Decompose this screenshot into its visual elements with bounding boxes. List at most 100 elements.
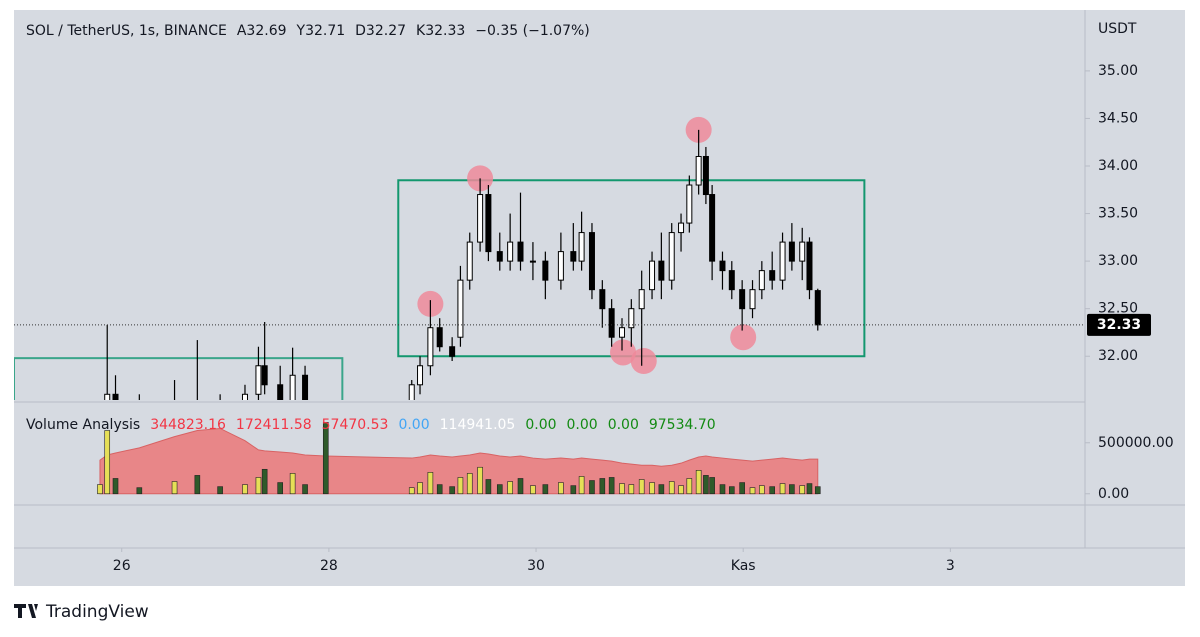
volume-bar	[408, 487, 415, 495]
y-tick-label: 34.50	[1098, 110, 1138, 126]
volume-bar	[194, 475, 201, 495]
header-item: K32.33	[416, 23, 465, 39]
candle-body	[417, 365, 424, 386]
candle-body	[739, 289, 746, 310]
candle-body	[542, 260, 549, 281]
volume-bar	[739, 482, 745, 495]
brand-name: TradingView	[45, 602, 149, 622]
volume-bar	[517, 478, 524, 495]
volume-bar	[789, 484, 795, 495]
candle-body	[649, 260, 656, 291]
volume-legend-value: 0.00	[567, 417, 598, 433]
candle-body	[529, 260, 536, 263]
volume-bar	[678, 485, 684, 495]
volume-legend-value: 0.00	[608, 417, 639, 433]
highlight-marker	[730, 324, 757, 351]
volume-bar	[695, 470, 702, 495]
candle-body	[578, 232, 585, 262]
candle-body	[457, 279, 464, 338]
volume-bar	[558, 482, 564, 495]
header-item: −0.35 (−1.07%)	[475, 23, 589, 39]
volume-bar	[255, 477, 262, 495]
candle-body	[728, 270, 735, 291]
volume-band	[99, 427, 819, 495]
brand: TradingView	[14, 602, 149, 622]
volume-bar	[589, 480, 595, 495]
volume-bar	[649, 482, 655, 495]
candle-body	[658, 260, 665, 281]
candle-body	[638, 289, 645, 310]
currency: USDT	[1098, 21, 1137, 37]
candle-body	[779, 241, 786, 281]
volume-bar	[427, 472, 434, 495]
candle-body	[799, 241, 806, 262]
candle-body	[668, 232, 675, 281]
volume-bar	[322, 422, 329, 495]
volume-bar	[457, 477, 464, 495]
brand-logo	[14, 604, 38, 618]
y-tick-label: 32.50	[1098, 301, 1138, 317]
candle-body	[277, 384, 284, 400]
y-tick-label: 33.50	[1098, 206, 1138, 222]
price-pane	[14, 116, 866, 400]
candle-body	[466, 241, 473, 281]
volume-bar	[668, 481, 675, 495]
volume-legend-value: 0.00	[398, 417, 429, 433]
volume-bar	[261, 468, 268, 495]
volume-bar	[112, 478, 119, 495]
candle-body	[788, 241, 795, 262]
volume-bar	[619, 483, 625, 495]
volume-legend-title: Volume Analysis	[26, 417, 140, 433]
candle-body	[806, 241, 813, 291]
header-item: Y32.71	[296, 23, 346, 39]
x-tick-label: 3	[946, 558, 955, 574]
volume-legend-value: 57470.53	[322, 417, 389, 433]
candle-body	[608, 308, 615, 338]
volume-legend-value: 172411.58	[236, 417, 312, 433]
header-item: A32.69	[237, 23, 287, 39]
candle-body	[427, 327, 434, 367]
volume-bar	[686, 478, 693, 495]
volume-bar	[709, 477, 715, 495]
candle-body	[485, 194, 492, 253]
candle-body	[112, 393, 119, 400]
x-tick-label: Kas	[731, 558, 756, 574]
volume-bar	[749, 487, 756, 495]
volume-bar	[97, 484, 103, 495]
candle-body	[719, 260, 726, 272]
volume-bar	[171, 481, 178, 495]
volume-bar	[638, 479, 645, 495]
volume-bar	[703, 475, 709, 495]
volume-legend-value: 97534.70	[649, 417, 716, 433]
x-tick-label: 28	[320, 558, 338, 574]
candle-body	[517, 241, 524, 262]
candle-body	[769, 270, 776, 281]
candle-body	[302, 374, 309, 400]
volume-bar	[289, 473, 296, 495]
candle-body	[749, 289, 756, 310]
candle-body	[599, 289, 606, 310]
overlay: Volume Analysis 344823.16 172411.58 57470.5…	[14, 313, 1151, 433]
x-tick-label: 26	[113, 558, 131, 574]
candle-body	[477, 194, 484, 243]
candle-body	[686, 184, 693, 224]
candle-body	[814, 290, 821, 326]
volume-bar	[417, 482, 423, 495]
volume-bar	[466, 473, 473, 495]
volume-tick-label: 500000.00	[1098, 435, 1174, 451]
candle-body	[289, 374, 296, 400]
volume-bar	[277, 482, 283, 495]
y-tick-label: 32.00	[1098, 348, 1138, 364]
candle-body	[408, 384, 415, 400]
candle-body	[557, 251, 564, 281]
highlight-marker	[610, 339, 637, 366]
volume-bar	[104, 430, 111, 495]
y-tick-label: 33.00	[1098, 253, 1138, 269]
volume-bar	[477, 466, 483, 495]
volume-bar	[485, 479, 492, 495]
volume-legend-value: 0.00	[525, 417, 556, 433]
last-price-label: 32.33	[1097, 317, 1141, 333]
header-item: D32.27	[355, 23, 406, 39]
header: SOL / TetherUS, 1s, BINANCE A32.69 Y32.71 D…	[26, 23, 590, 39]
